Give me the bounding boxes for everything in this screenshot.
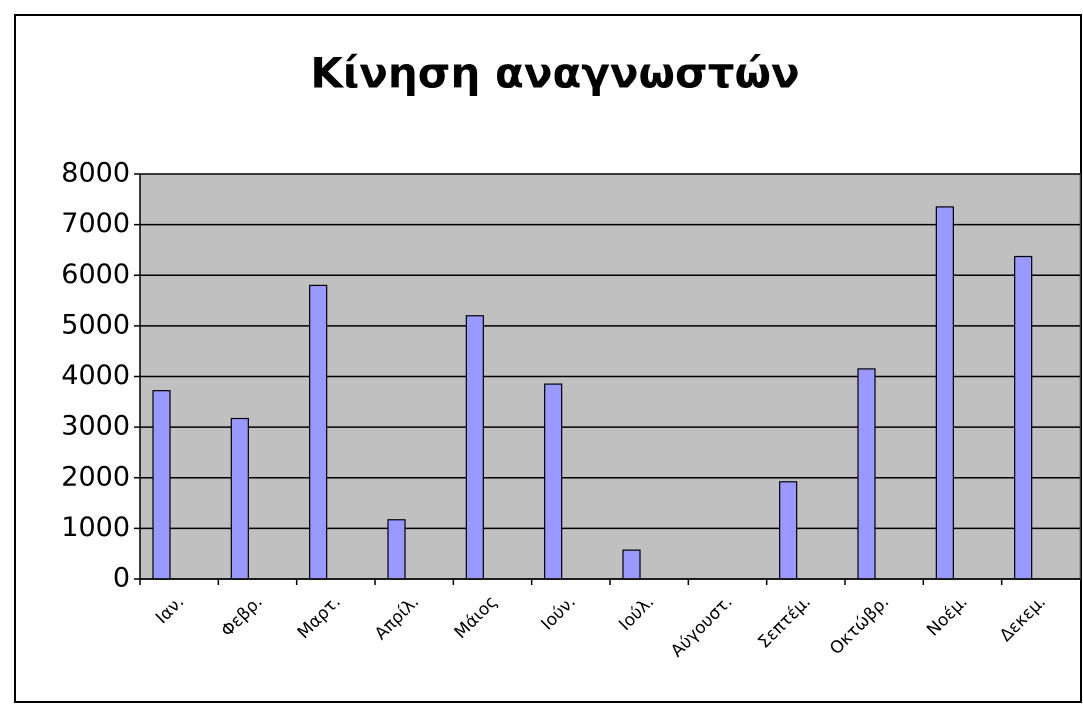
bar	[544, 383, 563, 580]
bar	[152, 390, 171, 580]
chart-title: Κίνηση αναγνωστών	[310, 49, 799, 98]
y-tick-label: 6000	[61, 259, 130, 290]
y-tick-label: 2000	[61, 461, 130, 492]
y-tick-label: 4000	[61, 360, 130, 391]
y-tick-label: 0	[113, 563, 130, 594]
bar	[387, 519, 406, 580]
y-tick-label: 7000	[61, 208, 130, 239]
bar	[309, 284, 328, 580]
bar	[622, 549, 641, 580]
bar	[465, 315, 484, 580]
bar	[1014, 255, 1033, 580]
bar	[779, 481, 798, 580]
bar	[935, 206, 954, 580]
y-tick-label: 5000	[61, 309, 130, 340]
y-tick-label: 3000	[61, 411, 130, 442]
bar	[230, 417, 249, 580]
y-tick-label: 8000	[61, 158, 130, 189]
y-tick-label: 1000	[61, 512, 130, 543]
bar	[857, 368, 876, 580]
